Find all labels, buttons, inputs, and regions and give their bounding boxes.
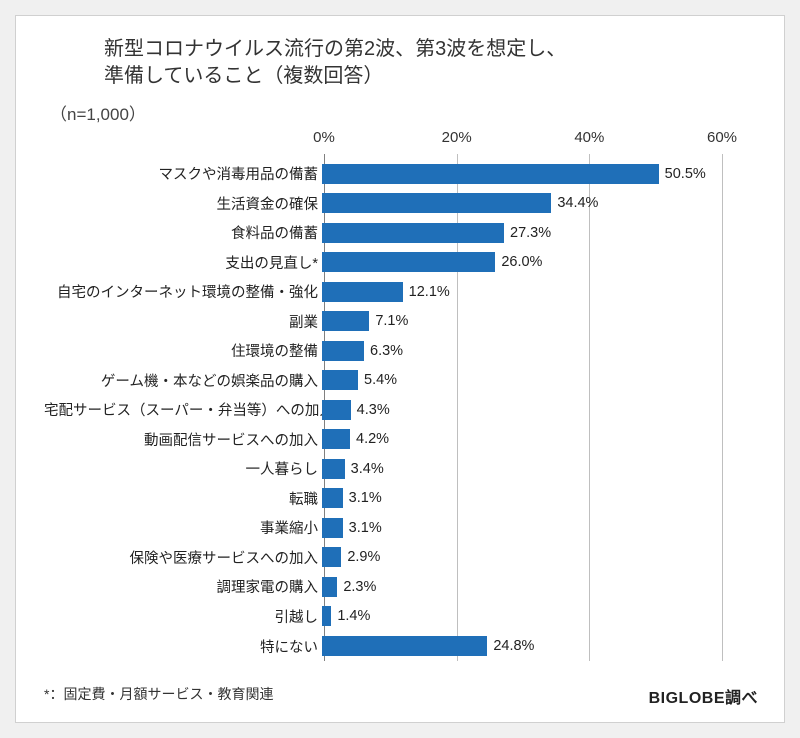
bar	[322, 606, 331, 626]
chart-credit: BIGLOBE調べ	[649, 684, 758, 708]
value-label: 24.8%	[493, 638, 534, 654]
x-tick-label: 60%	[707, 129, 737, 146]
bar-track: 1.4%	[322, 606, 722, 626]
value-label: 2.3%	[343, 579, 376, 595]
category-label: マスクや消毒用品の備蓄	[44, 163, 322, 184]
category-label: 一人暮らし	[44, 458, 322, 479]
value-label: 4.3%	[357, 402, 390, 418]
plot-area: 0% 20% 40% 60% マスクや消毒用品の備蓄 50.5% 生活資金の確保 34.4%…	[44, 129, 756, 669]
category-label: 調理家電の購入	[44, 576, 322, 597]
x-tick-label: 0%	[313, 129, 335, 146]
bar-row: ゲーム機・本などの娯楽品の購入 5.4%	[44, 368, 722, 392]
bar-row: 調理家電の購入 2.3%	[44, 575, 722, 599]
value-label: 4.2%	[356, 431, 389, 447]
bar-track: 4.3%	[322, 400, 722, 420]
value-label: 26.0%	[501, 254, 542, 270]
category-label: 副業	[44, 311, 322, 332]
bar-row: 副業 7.1%	[44, 309, 722, 333]
bar	[322, 636, 487, 656]
bar-track: 6.3%	[322, 341, 722, 361]
bar-track: 27.3%	[322, 223, 722, 243]
value-label: 50.5%	[665, 166, 706, 182]
bar-row: 動画配信サービスへの加入 4.2%	[44, 427, 722, 451]
bars-container: マスクや消毒用品の備蓄 50.5% 生活資金の確保 34.4% 食料品の備蓄 27.3% 支…	[44, 159, 722, 661]
category-label: 生活資金の確保	[44, 193, 322, 214]
bar-track: 50.5%	[322, 164, 722, 184]
bar	[322, 459, 345, 479]
bar-row: 宅配サービス（スーパー・弁当等）への加入 4.3%	[44, 398, 722, 422]
chart-footnote: *：固定費・月額サービス・教育関連	[44, 684, 273, 704]
value-label: 3.1%	[349, 520, 382, 536]
category-label: 自宅のインターネット環境の整備・強化	[44, 281, 322, 302]
category-label: 転職	[44, 488, 322, 509]
value-label: 2.9%	[347, 549, 380, 565]
bar-track: 2.9%	[322, 547, 722, 567]
bar	[322, 488, 343, 508]
bar-row: 食料品の備蓄 27.3%	[44, 221, 722, 245]
bar-row: 自宅のインターネット環境の整備・強化 12.1%	[44, 280, 722, 304]
category-label: 支出の見直し*	[44, 252, 322, 273]
bar	[322, 193, 551, 213]
category-label: 引越し	[44, 606, 322, 627]
bar-row: マスクや消毒用品の備蓄 50.5%	[44, 162, 722, 186]
category-label: 住環境の整備	[44, 340, 322, 361]
bar	[322, 400, 351, 420]
bar	[322, 311, 369, 331]
category-label: 宅配サービス（スーパー・弁当等）への加入	[44, 399, 322, 420]
value-label: 12.1%	[409, 284, 450, 300]
chart-card: 新型コロナウイルス流行の第2波、第3波を想定し、 準備していること（複数回答） …	[15, 15, 785, 723]
category-label: 事業縮小	[44, 517, 322, 538]
bar-row: 特にない 24.8%	[44, 634, 722, 658]
bar	[322, 282, 403, 302]
bar-row: 支出の見直し* 26.0%	[44, 250, 722, 274]
value-label: 3.4%	[351, 461, 384, 477]
value-label: 27.3%	[510, 225, 551, 241]
bar	[322, 341, 364, 361]
category-label: 食料品の備蓄	[44, 222, 322, 243]
bar	[322, 223, 504, 243]
bar-track: 3.1%	[322, 488, 722, 508]
value-label: 6.3%	[370, 343, 403, 359]
bar	[322, 164, 659, 184]
bar-row: 一人暮らし 3.4%	[44, 457, 722, 481]
bar-track: 3.4%	[322, 459, 722, 479]
bar	[322, 577, 337, 597]
bar	[322, 429, 350, 449]
bar-row: 事業縮小 3.1%	[44, 516, 722, 540]
bar-row: 生活資金の確保 34.4%	[44, 191, 722, 215]
bar-track: 34.4%	[322, 193, 722, 213]
bar-track: 7.1%	[322, 311, 722, 331]
bar-row: 引越し 1.4%	[44, 604, 722, 628]
bar	[322, 518, 343, 538]
category-label: 特にない	[44, 636, 322, 657]
bar-track: 12.1%	[322, 282, 722, 302]
value-label: 3.1%	[349, 490, 382, 506]
bar	[322, 252, 495, 272]
bar-track: 24.8%	[322, 636, 722, 656]
bar-row: 住環境の整備 6.3%	[44, 339, 722, 363]
category-label: 保険や医療サービスへの加入	[44, 547, 322, 568]
x-tick-label: 40%	[574, 129, 604, 146]
gridline	[722, 154, 723, 661]
canvas: 新型コロナウイルス流行の第2波、第3波を想定し、 準備していること（複数回答） …	[0, 0, 800, 738]
bar-row: 保険や医療サービスへの加入 2.9%	[44, 545, 722, 569]
bar	[322, 547, 341, 567]
category-label: ゲーム機・本などの娯楽品の購入	[44, 370, 322, 391]
bar-track: 5.4%	[322, 370, 722, 390]
value-label: 5.4%	[364, 372, 397, 388]
category-label: 動画配信サービスへの加入	[44, 429, 322, 450]
chart-title: 新型コロナウイルス流行の第2波、第3波を想定し、 準備していること（複数回答）	[104, 36, 756, 90]
chart-subtitle: （n=1,000）	[50, 100, 756, 125]
value-label: 7.1%	[375, 313, 408, 329]
value-label: 1.4%	[337, 608, 370, 624]
bar-row: 転職 3.1%	[44, 486, 722, 510]
bar-track: 3.1%	[322, 518, 722, 538]
value-label: 34.4%	[557, 195, 598, 211]
bar-track: 2.3%	[322, 577, 722, 597]
bar	[322, 370, 358, 390]
bar-track: 26.0%	[322, 252, 722, 272]
bar-track: 4.2%	[322, 429, 722, 449]
x-tick-label: 20%	[442, 129, 472, 146]
